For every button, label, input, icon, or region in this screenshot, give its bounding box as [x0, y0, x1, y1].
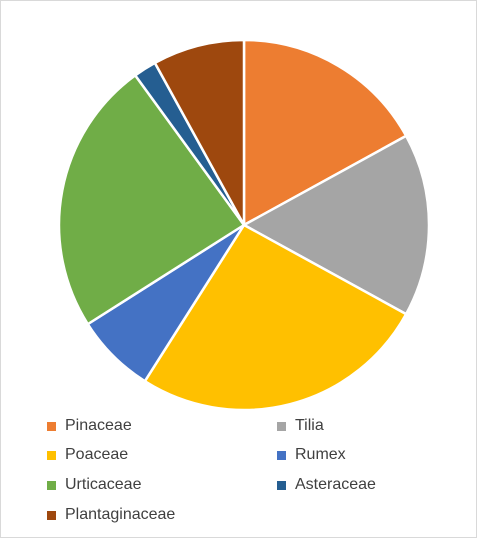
legend-item-urticaceae: Urticaceae: [47, 475, 141, 495]
legend-label: Asteraceae: [295, 476, 376, 493]
legend-label: Urticaceae: [65, 476, 142, 493]
pie-slice-tilia: [242, 134, 431, 316]
legend-item-plantaginaceae: Plantaginaceae: [47, 505, 175, 525]
legend-swatch: [277, 480, 286, 490]
legend-item-rumex: Rumex: [277, 445, 346, 465]
legend-item-tilia: Tilia: [277, 416, 324, 436]
legend-item-poaceae: Poaceae: [47, 445, 128, 465]
legend-label: Plantaginaceae: [65, 506, 176, 523]
legend-swatch: [47, 450, 56, 460]
legend-swatch: [277, 421, 286, 431]
pie-slice-poaceae: [143, 223, 408, 412]
legend-label: Poaceae: [65, 446, 129, 463]
legend-label: Tilia: [295, 417, 324, 434]
legend-item-asteraceae: Asteraceae: [277, 475, 376, 495]
legend-swatch: [47, 510, 56, 520]
legend-swatch: [277, 450, 286, 460]
pie-slice-urticaceae: [57, 74, 246, 326]
pie-slice-plantaginaceae: [153, 38, 246, 227]
pie-slice-pinaceae: [242, 38, 408, 227]
legend-swatch: [47, 421, 56, 431]
legend-swatch: [47, 480, 56, 490]
legend-label: Rumex: [295, 446, 346, 463]
legend-label: Pinaceae: [65, 417, 132, 434]
legend-item-pinaceae: Pinaceae: [47, 416, 132, 436]
